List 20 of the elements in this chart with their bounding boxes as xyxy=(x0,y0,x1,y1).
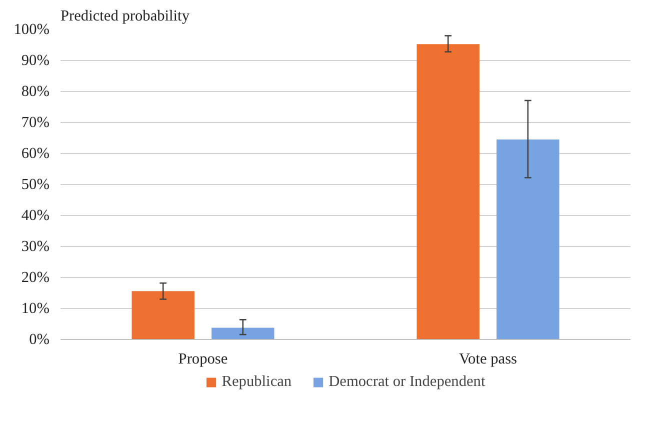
bar xyxy=(416,44,480,340)
y-tick-label: 80% xyxy=(21,83,50,100)
y-tick-label: 30% xyxy=(21,238,50,255)
y-tick-label: 10% xyxy=(21,300,50,317)
y-tick-label: 50% xyxy=(21,176,50,193)
y-axis-title: Predicted probability xyxy=(60,8,190,24)
y-tick-label: 100% xyxy=(14,21,50,38)
x-tick-label: Propose xyxy=(178,350,228,368)
y-tick-label: 60% xyxy=(21,145,50,162)
y-tick-label: 40% xyxy=(21,207,50,224)
bar xyxy=(496,140,560,340)
legend-label: Republican xyxy=(222,373,292,391)
bar xyxy=(212,328,274,340)
y-tick-label: 20% xyxy=(21,269,50,286)
y-tick-label: 90% xyxy=(21,52,50,69)
x-tick-label: Vote pass xyxy=(458,350,518,368)
legend-label: Democrat or Independent xyxy=(328,373,486,391)
bar xyxy=(132,291,194,340)
y-tick-label: 70% xyxy=(21,114,50,131)
y-tick-label: 0% xyxy=(29,331,50,348)
